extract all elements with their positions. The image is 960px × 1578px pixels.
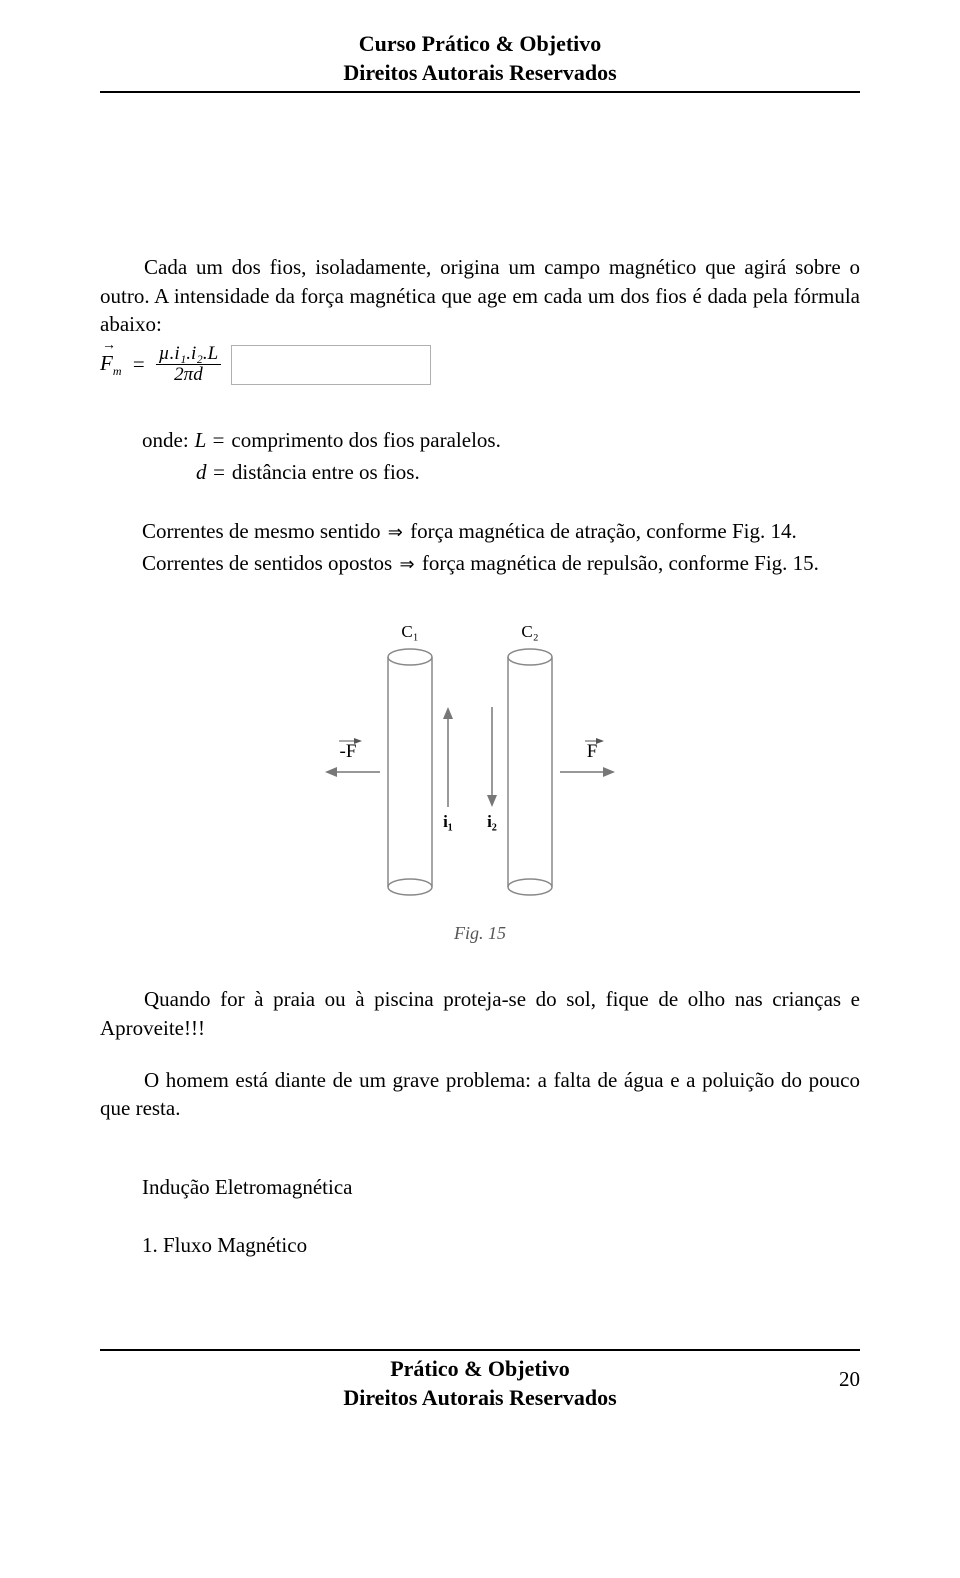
- fraction: µ.i₁.i₂.L 2πd: [156, 344, 222, 385]
- footer-center: Prático & Objetivo Direitos Autorais Res…: [140, 1355, 820, 1412]
- arrow-neg-F: -F: [325, 738, 380, 777]
- page-header: Curso Prático & Objetivo Direitos Autora…: [100, 30, 860, 93]
- rule-2-right: força magnética de repulsão, conforme Fi…: [422, 551, 819, 575]
- symbol-F-vector: → Fm: [100, 349, 122, 379]
- figure-svg: C₁ C₂ i₁ i₂: [280, 607, 680, 917]
- rule-1: Correntes de mesmo sentido ⇒ força magné…: [142, 516, 860, 548]
- subsection-item: 1. Fluxo Magnético: [142, 1231, 860, 1259]
- rule-2: Correntes de sentidos opostos ⇒ força ma…: [142, 548, 860, 580]
- cylinder-2: [508, 649, 552, 895]
- header-line-2: Direitos Autorais Reservados: [100, 59, 860, 88]
- page-footer: Prático & Objetivo Direitos Autorais Res…: [100, 1349, 860, 1412]
- paragraph-beach: Quando for à praia ou à piscina proteja-…: [100, 985, 860, 1042]
- arrow-i2: i₂: [487, 707, 497, 831]
- label-c1: C₁: [401, 622, 418, 641]
- legend-d-text: distância entre os fios.: [232, 457, 420, 489]
- legend-label: onde:: [142, 425, 189, 457]
- label-c2: C₂: [521, 622, 538, 641]
- rule-2-left: Correntes de sentidos opostos: [142, 551, 392, 575]
- rule-1-right: força magnética de atração, conforme Fig…: [410, 519, 797, 543]
- page-number: 20: [820, 1355, 860, 1392]
- header-line-1: Curso Prático & Objetivo: [100, 30, 860, 59]
- label-i2: i₂: [487, 812, 497, 831]
- legend-L-symbol: L =: [195, 425, 226, 457]
- implies-icon: ⇒: [386, 522, 405, 542]
- body: Cada um dos fios, isoladamente, origina …: [100, 253, 860, 1259]
- footer-line-2: Direitos Autorais Reservados: [140, 1384, 820, 1413]
- page-container: Curso Prático & Objetivo Direitos Autora…: [0, 0, 960, 1443]
- figure-caption: Fig. 15: [454, 921, 506, 945]
- equals-sign: =: [132, 350, 146, 378]
- legend-d-symbol: d =: [196, 457, 226, 489]
- fraction-denominator: 2πd: [171, 365, 206, 385]
- section-title: Indução Eletromagnética: [142, 1173, 860, 1201]
- footer-line-1: Prático & Objetivo: [140, 1355, 820, 1384]
- legend-block: onde: L = comprimento dos fios paralelos…: [142, 425, 860, 488]
- implies-icon: ⇒: [397, 554, 416, 574]
- label-neg-F: -F: [340, 741, 357, 762]
- label-pos-F: F: [587, 741, 598, 762]
- paragraph-intro: Cada um dos fios, isoladamente, origina …: [100, 253, 860, 338]
- formula-Fm: → Fm = µ.i₁.i₂.L 2πd: [100, 344, 221, 385]
- arrow-pos-F: F: [560, 738, 615, 777]
- formula-row: → Fm = µ.i₁.i₂.L 2πd: [100, 344, 860, 385]
- figure-15: C₁ C₂ i₁ i₂: [100, 607, 860, 945]
- rules-block: Correntes de mesmo sentido ⇒ força magné…: [142, 516, 860, 579]
- cylinder-1: [388, 649, 432, 895]
- legend-row-L: onde: L = comprimento dos fios paralelos…: [142, 425, 860, 457]
- legend-row-d: d = distância entre os fios.: [196, 457, 860, 489]
- symbol-F-sub: m: [113, 365, 122, 379]
- arrow-over-icon: →: [102, 337, 116, 356]
- label-i1: i₁: [443, 812, 453, 831]
- legend-L-text: comprimento dos fios paralelos.: [231, 425, 500, 457]
- rule-1-left: Correntes de mesmo sentido: [142, 519, 381, 543]
- empty-box: [231, 345, 431, 385]
- arrow-i1: i₁: [443, 707, 453, 831]
- paragraph-water: O homem está diante de um grave problema…: [100, 1066, 860, 1123]
- fraction-numerator: µ.i₁.i₂.L: [156, 344, 222, 365]
